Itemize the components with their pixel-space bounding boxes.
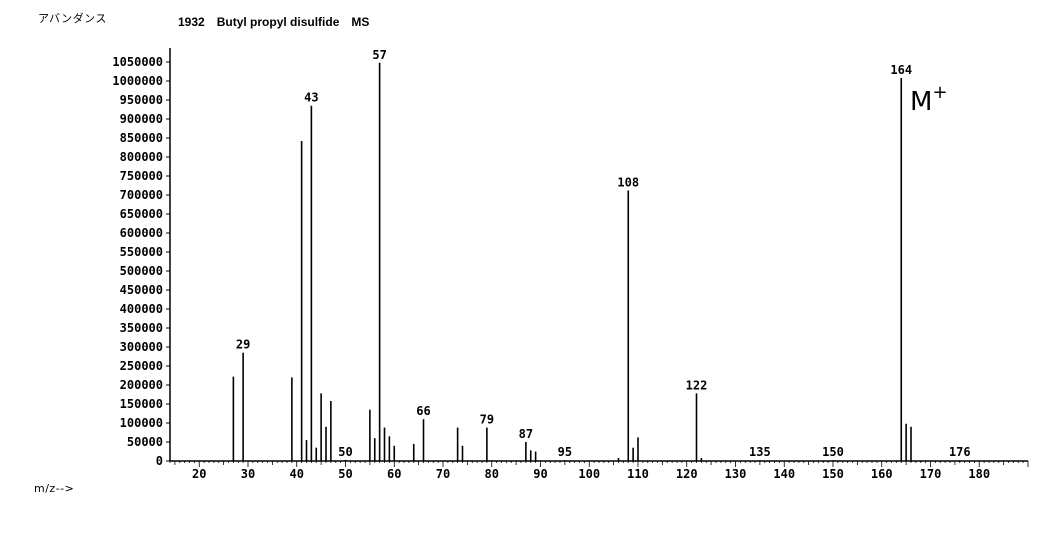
y-tick-label: 50000 <box>127 435 163 449</box>
y-tick-label: 1050000 <box>112 55 163 69</box>
peak-label: 164 <box>890 63 912 77</box>
molecular-ion-symbol: M <box>910 87 933 117</box>
x-axis-title: m/z--> <box>34 482 75 495</box>
y-tick-label: 850000 <box>120 131 163 145</box>
y-tick-label: 200000 <box>120 378 163 392</box>
x-tick-label: 50 <box>338 467 352 481</box>
peak-label: 95 <box>558 445 572 459</box>
y-tick-label: 250000 <box>120 359 163 373</box>
x-tick-label: 150 <box>822 467 844 481</box>
y-tick-label: 800000 <box>120 150 163 164</box>
peak-label: 176 <box>949 445 971 459</box>
y-tick-label: 450000 <box>120 283 163 297</box>
peak-label: 122 <box>686 378 708 392</box>
peak-label: 57 <box>372 48 386 62</box>
x-tick-label: 130 <box>725 467 747 481</box>
x-tick-label: 40 <box>290 467 304 481</box>
peak-label: 29 <box>236 338 250 352</box>
x-tick-label: 160 <box>871 467 893 481</box>
peak-label: 135 <box>749 445 771 459</box>
y-tick-label: 900000 <box>120 112 163 126</box>
x-tick-label: 100 <box>578 467 600 481</box>
x-tick-label: 120 <box>676 467 698 481</box>
peak-label: 43 <box>304 91 318 105</box>
y-tick-label: 700000 <box>120 188 163 202</box>
peak-label: 50 <box>338 445 352 459</box>
x-tick-label: 180 <box>968 467 990 481</box>
y-tick-label: 500000 <box>120 264 163 278</box>
y-tick-label: 950000 <box>120 93 163 107</box>
peak-label: 66 <box>416 404 430 418</box>
y-axis-title: アバンダンス <box>38 12 107 25</box>
y-tick-label: 150000 <box>120 397 163 411</box>
x-tick-label: 110 <box>627 467 649 481</box>
y-tick-label: 100000 <box>120 416 163 430</box>
chart-title: 1932 Butyl propyl disulfide MS <box>178 15 370 29</box>
molecular-ion-charge: + <box>932 82 948 103</box>
peak-label: 150 <box>822 445 844 459</box>
y-tick-label: 350000 <box>120 321 163 335</box>
x-tick-label: 70 <box>436 467 450 481</box>
peak-label: 79 <box>480 413 494 427</box>
y-tick-label: 0 <box>156 454 163 468</box>
x-tick-label: 170 <box>920 467 942 481</box>
y-tick-label: 400000 <box>120 302 163 316</box>
peak-label: 108 <box>617 175 639 189</box>
y-tick-label: 750000 <box>120 169 163 183</box>
y-tick-label: 650000 <box>120 207 163 221</box>
molecular-ion-annotation: M+ <box>910 82 948 117</box>
y-tick-label: 1000000 <box>112 74 163 88</box>
x-tick-label: 80 <box>485 467 499 481</box>
x-tick-label: 20 <box>192 467 206 481</box>
x-tick-label: 90 <box>533 467 547 481</box>
peak-label: 87 <box>519 427 533 441</box>
x-tick-label: 30 <box>241 467 255 481</box>
x-tick-label: 60 <box>387 467 401 481</box>
y-tick-label: 550000 <box>120 245 163 259</box>
y-tick-label: 300000 <box>120 340 163 354</box>
y-tick-label: 600000 <box>120 226 163 240</box>
x-tick-label: 140 <box>773 467 795 481</box>
